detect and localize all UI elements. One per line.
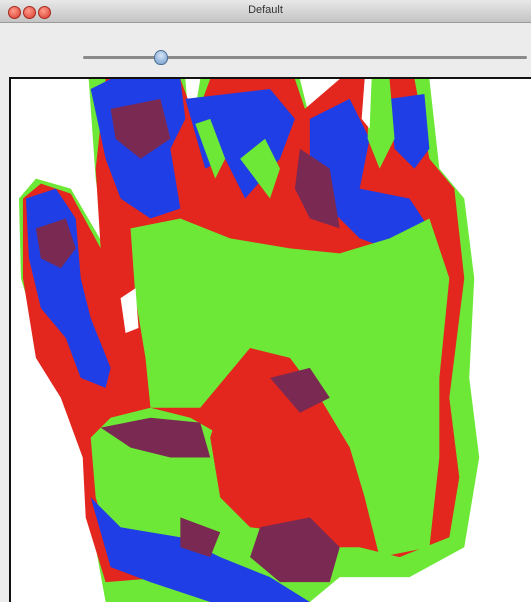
slider-track[interactable] bbox=[83, 56, 527, 59]
hand-image bbox=[9, 77, 531, 602]
app-window: Default bbox=[0, 0, 531, 602]
slider-thumb[interactable] bbox=[154, 50, 168, 65]
window-title: Default bbox=[0, 4, 531, 16]
title-bar: Default bbox=[0, 0, 531, 23]
